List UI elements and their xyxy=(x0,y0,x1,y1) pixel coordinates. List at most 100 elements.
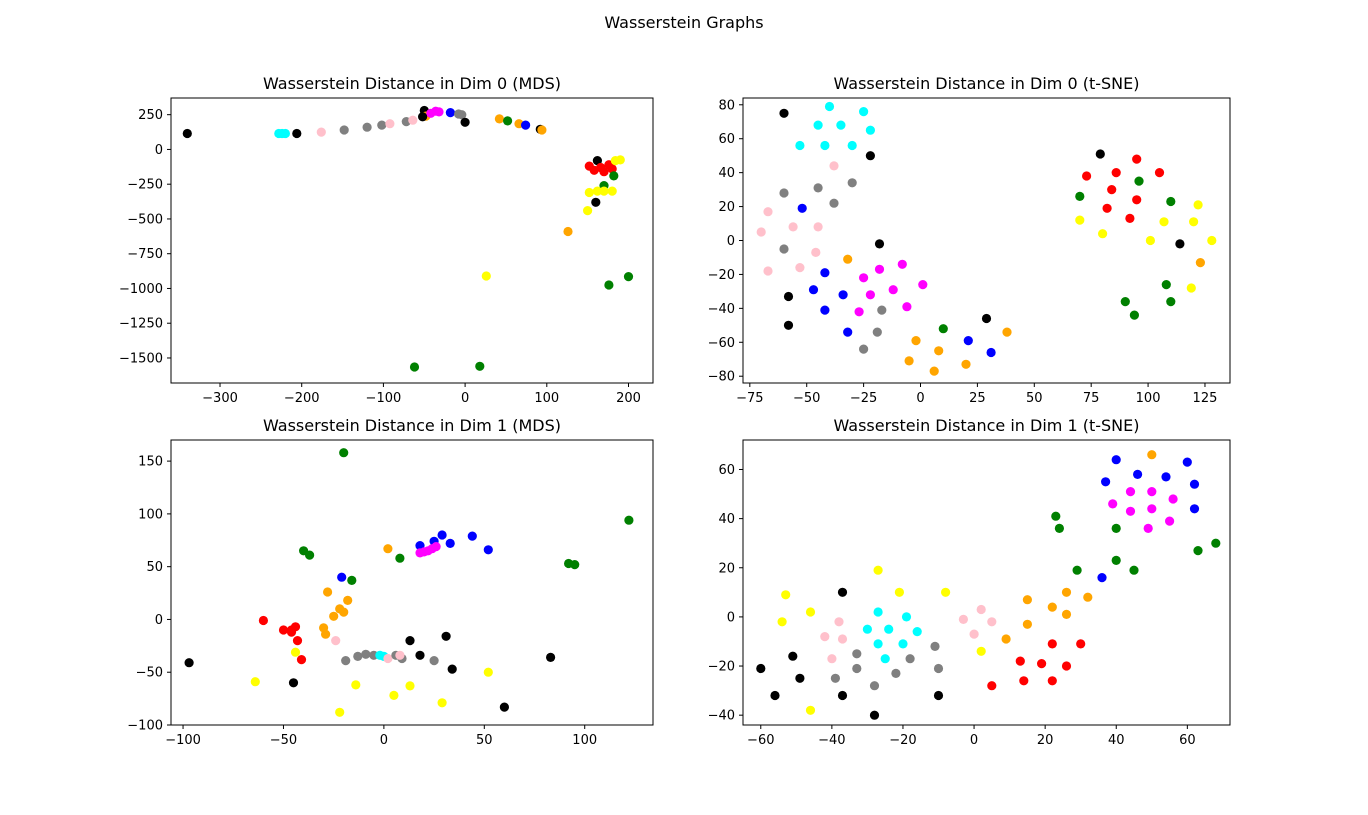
data-point xyxy=(783,291,794,302)
x-tick-label: −60 xyxy=(747,733,774,748)
data-point xyxy=(250,677,260,687)
data-point xyxy=(813,222,823,232)
data-point xyxy=(1129,565,1139,575)
data-point xyxy=(958,614,969,625)
data-point xyxy=(607,186,617,196)
data-point xyxy=(847,178,857,188)
data-point xyxy=(467,531,477,541)
data-point xyxy=(429,656,439,666)
data-point xyxy=(869,681,880,691)
data-point xyxy=(1165,516,1175,526)
data-point xyxy=(873,565,883,575)
data-point xyxy=(441,631,451,641)
data-point xyxy=(305,550,315,560)
y-tick-label: 150 xyxy=(138,455,163,470)
data-point xyxy=(837,587,848,597)
x-tick-label: −50 xyxy=(793,391,820,406)
data-point xyxy=(987,681,997,691)
data-point xyxy=(383,544,393,554)
data-point xyxy=(938,324,948,334)
data-point xyxy=(859,273,869,283)
data-point xyxy=(351,680,361,690)
y-tick-label: −1250 xyxy=(119,317,163,332)
y-tick-label: −750 xyxy=(127,247,163,262)
x-tick-label: 100 xyxy=(534,391,559,406)
x-tick-label: 0 xyxy=(916,391,924,406)
data-point xyxy=(865,290,876,300)
x-tick-label: −200 xyxy=(284,391,320,406)
y-tick-label: 40 xyxy=(718,512,735,527)
data-point xyxy=(288,678,299,688)
y-tick-label: 60 xyxy=(718,463,735,478)
data-point xyxy=(763,207,773,217)
data-point xyxy=(1001,634,1011,644)
data-point xyxy=(830,673,841,683)
data-point xyxy=(976,604,986,615)
data-point xyxy=(1097,573,1107,583)
x-tick-label: −300 xyxy=(202,391,238,406)
y-tick-label: −1000 xyxy=(119,282,163,297)
data-point xyxy=(347,575,357,586)
data-point xyxy=(986,347,996,358)
data-point xyxy=(808,285,819,295)
y-tick-label: −500 xyxy=(127,212,163,227)
data-point xyxy=(770,690,780,701)
y-tick-label: 50 xyxy=(146,560,163,575)
y-tick-label: −40 xyxy=(708,709,735,724)
data-point xyxy=(604,280,614,290)
y-tick-label: 250 xyxy=(138,108,163,123)
data-point xyxy=(911,336,921,346)
data-point xyxy=(331,636,341,646)
data-point xyxy=(445,538,455,549)
data-point xyxy=(592,186,603,196)
data-point xyxy=(418,112,428,122)
data-point xyxy=(339,448,349,458)
x-tick-label: 125 xyxy=(1193,391,1218,406)
data-point xyxy=(405,636,415,646)
data-point xyxy=(811,247,821,257)
data-point xyxy=(795,263,805,273)
data-point xyxy=(1095,149,1105,159)
data-point xyxy=(820,268,830,278)
y-tick-label: 0 xyxy=(155,143,163,158)
data-point xyxy=(337,572,347,582)
data-point xyxy=(481,271,491,281)
data-point xyxy=(1166,196,1176,207)
data-point xyxy=(341,656,351,666)
data-point xyxy=(409,362,420,372)
x-tick-label: −100 xyxy=(366,391,402,406)
data-point xyxy=(584,187,594,198)
data-point xyxy=(437,530,447,540)
data-point xyxy=(1134,176,1144,186)
y-tick-label: −250 xyxy=(127,178,163,193)
data-point xyxy=(1189,479,1200,489)
data-point xyxy=(278,625,289,635)
data-point xyxy=(1107,185,1117,195)
data-point xyxy=(570,560,580,570)
data-point xyxy=(389,690,399,701)
data-point xyxy=(905,654,915,664)
x-tick-label: 100 xyxy=(572,733,597,748)
data-point xyxy=(592,156,603,166)
data-point xyxy=(1037,659,1047,669)
data-point xyxy=(483,545,493,555)
data-point xyxy=(445,108,455,118)
y-tick-label: 0 xyxy=(727,234,735,249)
data-point xyxy=(1022,619,1032,629)
data-point xyxy=(1166,297,1176,307)
data-point xyxy=(329,611,339,621)
panel-dim1-mds: Wasserstein Distance in Dim 1 (MDS)−100−… xyxy=(127,416,654,748)
data-point xyxy=(1186,283,1196,293)
data-point xyxy=(824,101,835,112)
data-point xyxy=(1132,195,1142,205)
data-point xyxy=(1047,676,1057,686)
data-point xyxy=(859,344,869,354)
data-point xyxy=(1182,457,1192,467)
data-point xyxy=(961,359,971,369)
data-point xyxy=(353,651,363,662)
data-point xyxy=(1082,171,1092,181)
data-point xyxy=(1145,235,1155,246)
data-point xyxy=(1072,565,1082,575)
data-point xyxy=(1101,477,1111,487)
